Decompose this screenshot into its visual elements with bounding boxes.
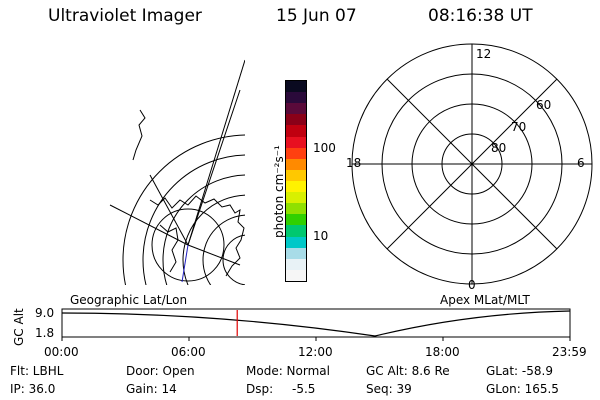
colorbar-segment <box>286 180 306 193</box>
time-label: 08:16:38 UT <box>428 6 533 26</box>
colorbar-segment <box>286 103 306 115</box>
mlat-label-70: 70 <box>511 120 527 134</box>
gc-alt-info: GC Alt: 8.6 Re <box>366 364 450 378</box>
colorbar-segment <box>286 258 306 270</box>
left-map <box>109 59 245 285</box>
dsp-info-value: -5.5 <box>292 382 316 396</box>
meridian-line <box>187 59 245 246</box>
lat-circle <box>222 234 245 285</box>
apex-projection-label: Apex MLat/MLT <box>440 293 530 307</box>
geographic-projection-label: Geographic Lat/Lon <box>70 293 188 307</box>
left-map-overlay <box>132 109 245 282</box>
colorbar-segment <box>286 214 306 226</box>
glat-info: GLat: -58.9 <box>486 364 553 378</box>
lat-circle <box>182 194 245 285</box>
glon-info: GLon: 165.5 <box>486 382 559 396</box>
colorbar-segment <box>286 225 306 237</box>
date-label: 15 Jun 07 <box>276 6 357 26</box>
coastline <box>149 195 245 277</box>
time-tick-0600: 06:00 <box>171 345 206 359</box>
colorbar-segment <box>286 203 306 215</box>
door-info: Door: Open <box>126 364 195 378</box>
fov-circle <box>151 208 225 282</box>
colorbar-tick-10: 10 <box>313 229 329 243</box>
lat-circle <box>122 134 245 285</box>
mlt-line-diag <box>386 78 558 250</box>
alt-curve <box>61 310 571 337</box>
time-tick-1200: 12:00 <box>298 345 333 359</box>
coastline <box>132 109 146 161</box>
ip-info: IP: 36.0 <box>10 382 56 396</box>
colorbar-segment <box>286 236 306 248</box>
alt-ymin-label: 1.8 <box>35 326 55 340</box>
coastline <box>159 224 179 273</box>
alt-plot-ylabel: GC Alt <box>12 308 26 346</box>
colorbar-segment <box>286 92 306 104</box>
meridian-line <box>149 174 189 246</box>
filter-info: Flt: LBHL <box>10 364 64 378</box>
meridian-line <box>187 89 241 246</box>
colorbar-segment <box>286 147 306 159</box>
alt-ymax-label: 9.0 <box>35 306 55 320</box>
colorbar-segment <box>286 247 306 259</box>
dsp-info-label: Dsp: <box>246 382 274 396</box>
colorbar-tick-100: 100 <box>313 141 336 155</box>
seq-info: Seq: 39 <box>366 382 412 396</box>
colorbar-unit-label: photon cm⁻²s⁻¹ <box>272 145 286 238</box>
meridian-line <box>109 204 189 246</box>
colorbar-segment <box>286 192 306 204</box>
mlt-label-6: 6 <box>577 156 585 170</box>
mlat-label-60: 60 <box>536 98 552 112</box>
colorbar-segment <box>286 169 306 181</box>
gain-info: Gain: 14 <box>126 382 177 396</box>
meridian-line <box>187 244 241 266</box>
instrument-title: Ultraviolet Imager <box>48 6 202 26</box>
alt-plot-frame <box>61 308 571 338</box>
time-tick-0000: 00:00 <box>44 345 79 359</box>
satellite-track <box>181 244 189 283</box>
mlt-label-18: 18 <box>346 156 362 170</box>
colorbar <box>285 80 307 282</box>
time-tick-1800: 18:00 <box>425 345 460 359</box>
colorbar-segment <box>286 125 306 137</box>
lat-circle <box>162 174 245 285</box>
time-tick-2359: 23:59 <box>552 345 587 359</box>
right-polar-grid <box>351 43 593 285</box>
mlat-label-80: 80 <box>491 141 507 155</box>
mlt-label-12: 12 <box>476 47 492 61</box>
mlt-label-0: 0 <box>468 278 476 292</box>
lat-circle <box>202 214 245 285</box>
colorbar-segment <box>286 114 306 126</box>
alt-plot-ticks <box>61 337 571 341</box>
colorbar-segment <box>286 136 306 148</box>
colorbar-segment <box>286 269 306 281</box>
lat-circle <box>142 154 245 285</box>
mode-info: Mode: Normal <box>246 364 330 378</box>
colorbar-segment <box>286 158 306 170</box>
colorbar-segment <box>286 81 306 93</box>
